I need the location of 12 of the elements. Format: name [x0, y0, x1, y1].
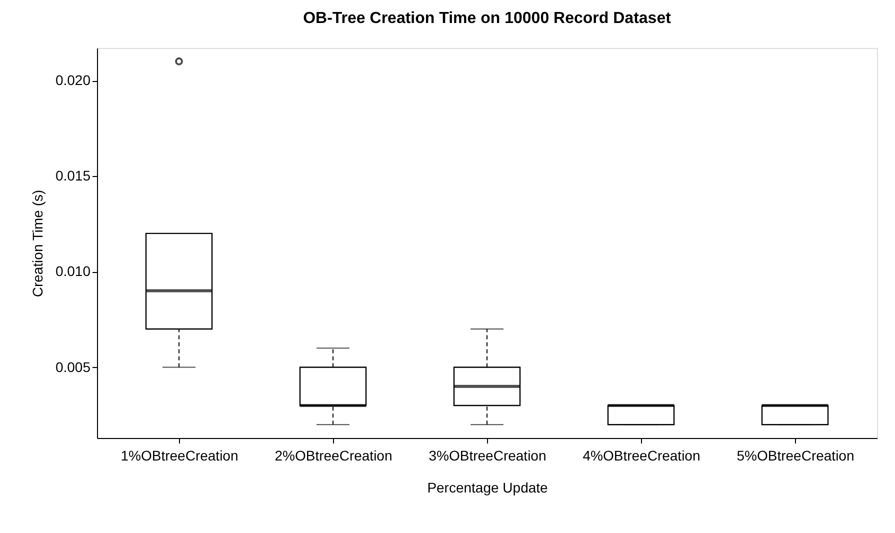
y-tick-label: 0.015 [55, 168, 91, 184]
x-axis-title: Percentage Update [427, 480, 548, 496]
y-tick-label: 0.020 [55, 72, 91, 88]
y-axis-title: Creation Time (s) [29, 190, 46, 298]
y-tick-label: 0.010 [55, 263, 91, 280]
x-tick-label: 2%OBtreeCreation [274, 448, 392, 464]
x-tick-label: 4%OBtreeCreation [582, 448, 700, 464]
y-tick-label: 0.005 [55, 358, 91, 375]
chart-title: OB-Tree Creation Time on 10000 Record Dataset [303, 10, 672, 27]
x-tick-label: 3%OBtreeCreation [428, 448, 546, 464]
x-tick-label: 1%OBtreeCreation [120, 448, 238, 464]
x-tick-label: 5%OBtreeCreation [736, 448, 854, 464]
